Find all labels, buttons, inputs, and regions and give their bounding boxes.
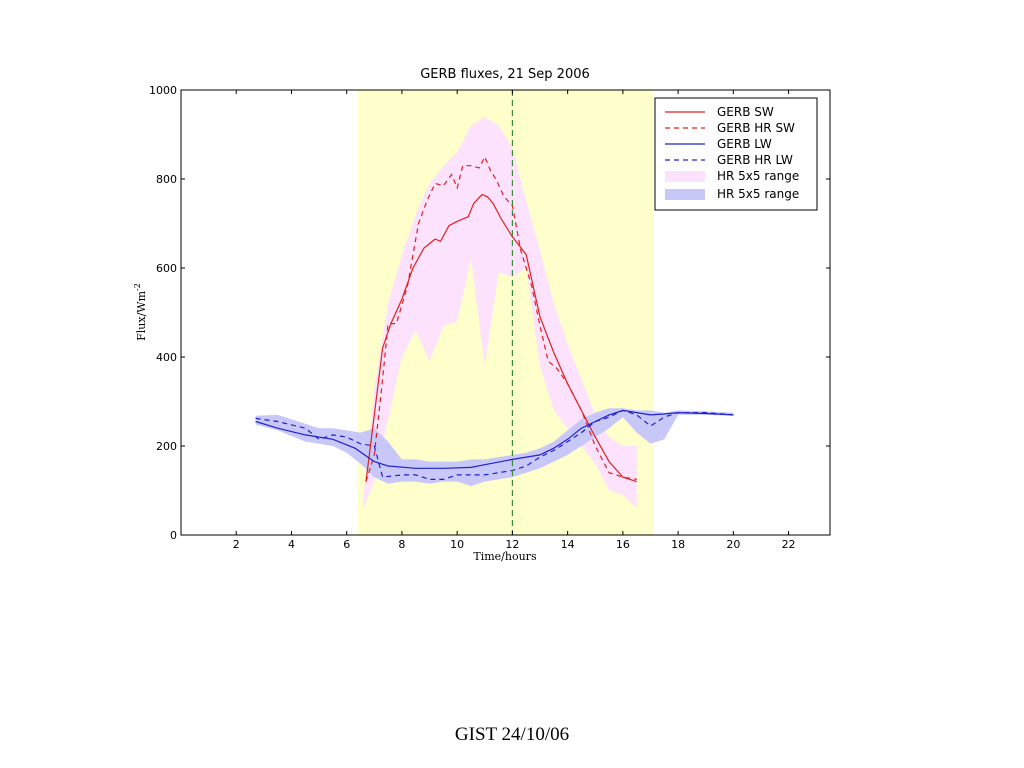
y-axis-label-main: Flux/Wm (135, 290, 148, 340)
x-tick-label: 8 (398, 538, 405, 551)
x-tick-label: 12 (505, 538, 519, 551)
x-axis-label: Time/hours (473, 550, 537, 563)
x-tick-label: 18 (671, 538, 685, 551)
legend-label: GERB LW (717, 137, 772, 151)
series-line-gerb-lw (255, 409, 734, 469)
y-tick-label: 800 (156, 173, 177, 186)
range-band-1 (363, 116, 637, 509)
series-line-gerb-hr-sw (365, 155, 637, 482)
y-axis-label-exponent: -2 (133, 283, 142, 291)
x-tick-label: 2 (233, 538, 240, 551)
x-tick-label: 6 (343, 538, 350, 551)
y-tick-label: 400 (156, 351, 177, 364)
x-tick-label: 14 (561, 538, 575, 551)
legend-label: GERB SW (717, 105, 774, 119)
x-tick-label: 4 (288, 538, 295, 551)
y-tick-label: 1000 (149, 84, 177, 97)
x-tick-label: 10 (450, 538, 464, 551)
flux-chart: GERB fluxes, 21 Sep 2006 2 4 6 8 10 12 14 16 18 2… (133, 67, 831, 563)
legend-swatch (665, 189, 705, 200)
x-tick-label: 16 (616, 538, 630, 551)
y-tick-label: 0 (170, 529, 177, 542)
x-tick-label: 22 (782, 538, 796, 551)
series-line-gerb-hr-lw (255, 409, 734, 480)
plot-area (255, 90, 734, 535)
x-tick-label: 20 (726, 538, 740, 551)
legend-swatch (665, 171, 705, 182)
legend: GERB SW GERB HR SW GERB LW GERB HR LW HR 5x5… (654, 97, 818, 211)
footer-text: GIST 24/10/06 (454, 724, 570, 745)
legend-label: HR 5x5 range (717, 187, 799, 201)
range-band-2 (255, 408, 734, 487)
legend-label: GERB HR SW (717, 121, 795, 135)
y-tick-label: 600 (156, 262, 177, 275)
y-axis-label: Flux/Wm-2 (133, 283, 148, 341)
y-tick-label: 200 (156, 440, 177, 453)
legend-label: GERB HR LW (717, 153, 793, 167)
chart-title: GERB fluxes, 21 Sep 2006 (420, 67, 590, 82)
axes: 2 4 6 8 10 12 14 16 18 20 22 0 200 400 600 800 1000 (149, 84, 831, 551)
legend-label: HR 5x5 range (717, 169, 799, 183)
axes-frame (180, 89, 831, 536)
